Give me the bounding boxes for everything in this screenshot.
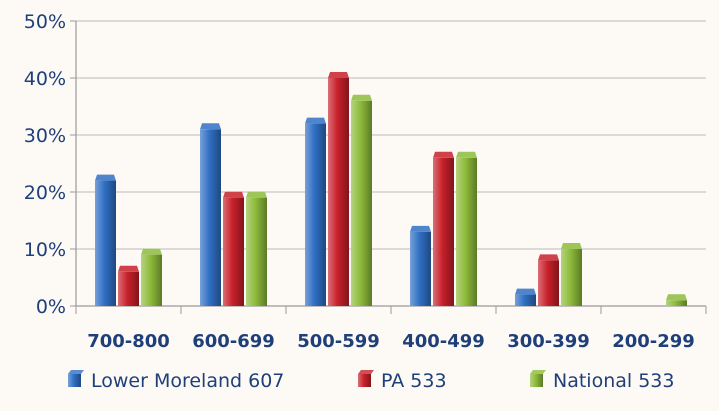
bar-top: [561, 243, 582, 249]
y-tick-label: 10%: [24, 239, 66, 261]
legend-swatch: [530, 374, 543, 387]
bar: [515, 288, 536, 306]
legend-item: PA 533: [358, 370, 447, 392]
y-tick-label: 30%: [24, 125, 66, 147]
bar-top: [515, 288, 536, 295]
bar-face: [351, 100, 372, 306]
bar-face: [118, 271, 139, 306]
bar: [305, 117, 326, 306]
bar: [561, 243, 582, 306]
bar: [433, 151, 454, 306]
bar-top: [410, 225, 431, 232]
x-tick-label: 300-399: [507, 331, 590, 352]
legend-label: PA 533: [381, 370, 447, 392]
bar-top: [246, 191, 267, 198]
legend-label: National 533: [553, 370, 674, 392]
legend-swatch-top: [358, 370, 374, 374]
bar-face: [666, 300, 687, 306]
y-tick-label: 50%: [24, 11, 66, 33]
x-tick-label: 700-800: [87, 331, 170, 352]
bar-top: [200, 123, 221, 130]
x-tick-label: 200-299: [612, 331, 695, 352]
bar-face: [141, 254, 162, 306]
bar-top: [456, 151, 477, 158]
legend-item: Lower Moreland 607: [68, 370, 284, 392]
y-tick-label: 40%: [24, 68, 66, 90]
legend-label: Lower Moreland 607: [91, 370, 284, 392]
bar: [141, 248, 162, 306]
bar: [118, 265, 139, 306]
bar: [351, 94, 372, 306]
bar-top: [95, 174, 116, 181]
bar: [666, 294, 687, 306]
legend-swatch-top: [530, 370, 546, 374]
bar-face: [223, 197, 244, 306]
y-tick-label: 0%: [36, 296, 66, 318]
bar-top: [433, 151, 454, 158]
bar-face: [305, 123, 326, 306]
bar-top: [141, 248, 162, 255]
bar-top: [305, 117, 326, 124]
bar-face: [410, 231, 431, 306]
x-tick-label: 400-499: [402, 331, 485, 352]
bar: [246, 191, 267, 306]
bar: [410, 225, 431, 306]
bar: [200, 123, 221, 306]
x-tick-label: 600-699: [192, 331, 275, 352]
x-tick-label: 500-599: [297, 331, 380, 352]
bar-face: [328, 78, 349, 306]
legend-swatch: [68, 374, 81, 387]
bar-face: [95, 180, 116, 306]
bar-top: [328, 72, 349, 78]
legend-item: National 533: [530, 370, 674, 392]
y-tick-label: 20%: [24, 182, 66, 204]
bar: [95, 174, 116, 306]
bar-top: [351, 94, 372, 101]
bar: [456, 151, 477, 306]
bar-top: [118, 265, 139, 272]
bar: [328, 72, 349, 306]
legend-swatch: [358, 374, 371, 387]
bar-top: [223, 191, 244, 198]
bar-face: [538, 260, 559, 306]
bar-face: [246, 197, 267, 306]
bar-face: [433, 157, 454, 306]
bar-top: [666, 294, 687, 301]
bar-face: [515, 294, 536, 306]
bar-top: [538, 254, 559, 261]
bar-face: [561, 249, 582, 306]
bar: [223, 191, 244, 306]
bar-face: [456, 157, 477, 306]
bar: [538, 254, 559, 306]
legend-swatch-top: [68, 370, 84, 374]
bar-face: [200, 129, 221, 306]
